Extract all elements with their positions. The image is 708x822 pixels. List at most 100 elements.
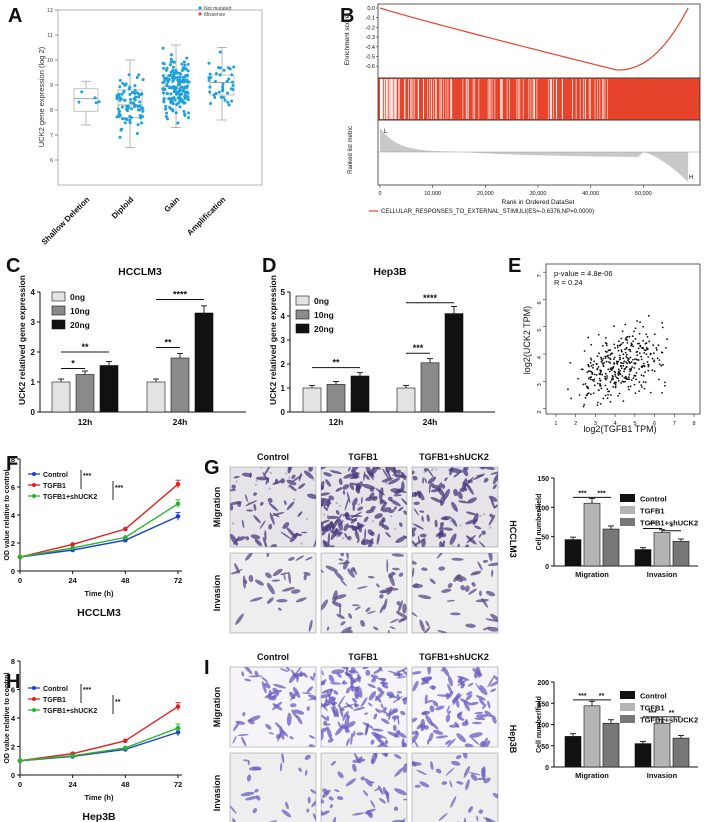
cell bbox=[338, 558, 344, 561]
cell bbox=[282, 522, 290, 529]
cell bbox=[468, 732, 483, 738]
data-point bbox=[661, 321, 664, 324]
cell bbox=[248, 574, 254, 583]
data-point bbox=[583, 403, 586, 406]
x-tick-label: 8 bbox=[693, 421, 696, 427]
cell bbox=[268, 502, 279, 512]
cell bbox=[254, 538, 262, 547]
column-label: TGFB1 bbox=[348, 652, 378, 662]
cell bbox=[366, 610, 376, 615]
cell bbox=[426, 514, 430, 522]
cell bbox=[280, 729, 289, 737]
data-point bbox=[647, 356, 650, 358]
data-point bbox=[606, 397, 609, 400]
cell bbox=[416, 723, 424, 730]
group-label: Amplification bbox=[185, 195, 227, 237]
cell bbox=[435, 705, 445, 711]
data-point bbox=[592, 366, 594, 369]
data-point bbox=[226, 100, 230, 104]
cell bbox=[381, 477, 393, 483]
cell bbox=[288, 556, 295, 561]
data-point bbox=[610, 369, 613, 371]
bar bbox=[99, 365, 119, 413]
data-point bbox=[118, 98, 122, 102]
pore bbox=[269, 471, 272, 475]
cell bbox=[241, 736, 247, 747]
series-point bbox=[17, 554, 23, 560]
y-tick-label: 10 bbox=[47, 58, 53, 64]
cell bbox=[353, 702, 358, 708]
data-point bbox=[164, 114, 168, 118]
panel-i: I Control TGFB1 TGFB1+shUCK2 Migration Invasi… bbox=[204, 652, 698, 822]
cell bbox=[230, 501, 242, 505]
y-tick-label: 12 bbox=[47, 8, 53, 14]
data-point bbox=[123, 121, 127, 125]
cell bbox=[328, 674, 335, 683]
cell bbox=[370, 505, 376, 511]
cell bbox=[429, 578, 436, 585]
data-point bbox=[595, 374, 598, 376]
legend-label: TGFB1+shUCK2 bbox=[640, 519, 698, 528]
cell bbox=[248, 715, 261, 722]
data-point bbox=[183, 113, 187, 117]
cell bbox=[412, 733, 419, 745]
cell bbox=[357, 506, 364, 511]
data-point bbox=[120, 105, 124, 109]
cell bbox=[421, 567, 428, 571]
y-tick-label: -0.4 bbox=[366, 45, 375, 51]
data-point bbox=[181, 75, 185, 79]
cell bbox=[402, 535, 407, 540]
data-point bbox=[618, 392, 621, 395]
cell bbox=[352, 497, 358, 507]
cell bbox=[321, 694, 331, 699]
cell bbox=[331, 519, 339, 530]
panel-b: B 0.0 -0.1 -0.2 -0.3 -0.4 -0.5 -0.6 Enrichment s… bbox=[340, 3, 701, 215]
pore bbox=[423, 471, 426, 474]
data-point bbox=[218, 50, 222, 54]
x-tick-label: 24 bbox=[68, 780, 77, 789]
y-axis-label: Enrichment score bbox=[344, 14, 351, 65]
x-tick-label: 10,000 bbox=[424, 191, 441, 197]
y-tick-label: 2 bbox=[11, 743, 15, 752]
cell bbox=[430, 722, 439, 730]
cell bbox=[400, 710, 406, 716]
data-point bbox=[128, 121, 132, 125]
data-point bbox=[613, 325, 616, 328]
cell bbox=[493, 504, 498, 509]
panel-letter-h: H bbox=[6, 671, 20, 693]
data-point bbox=[607, 368, 610, 371]
data-point bbox=[609, 381, 612, 383]
data-point bbox=[162, 62, 166, 66]
data-point bbox=[624, 367, 627, 370]
data-point bbox=[616, 346, 619, 349]
data-point bbox=[170, 85, 174, 89]
cell bbox=[492, 792, 498, 800]
data-point bbox=[164, 68, 168, 72]
cell bbox=[312, 813, 316, 822]
data-point bbox=[658, 359, 661, 362]
cell bbox=[372, 495, 378, 501]
panel-letter-f: F bbox=[6, 453, 18, 475]
cell bbox=[482, 559, 489, 563]
cell bbox=[413, 740, 419, 747]
cell bbox=[395, 536, 406, 544]
cell bbox=[281, 809, 292, 818]
cell bbox=[345, 778, 357, 787]
cell bbox=[264, 682, 271, 689]
cell bbox=[470, 736, 480, 746]
cell bbox=[331, 601, 342, 607]
data-point bbox=[606, 388, 609, 391]
cell bbox=[442, 540, 446, 547]
cell bbox=[428, 482, 431, 494]
cell-stain bbox=[230, 467, 316, 547]
pore bbox=[260, 467, 263, 470]
cell bbox=[487, 676, 495, 688]
legend-label: 10ng bbox=[70, 306, 90, 316]
data-point bbox=[624, 351, 627, 354]
series-point bbox=[123, 738, 128, 744]
cell bbox=[279, 726, 285, 740]
cell bbox=[481, 530, 486, 535]
bar bbox=[653, 722, 671, 768]
data-point bbox=[617, 374, 620, 376]
data-point bbox=[626, 335, 629, 338]
